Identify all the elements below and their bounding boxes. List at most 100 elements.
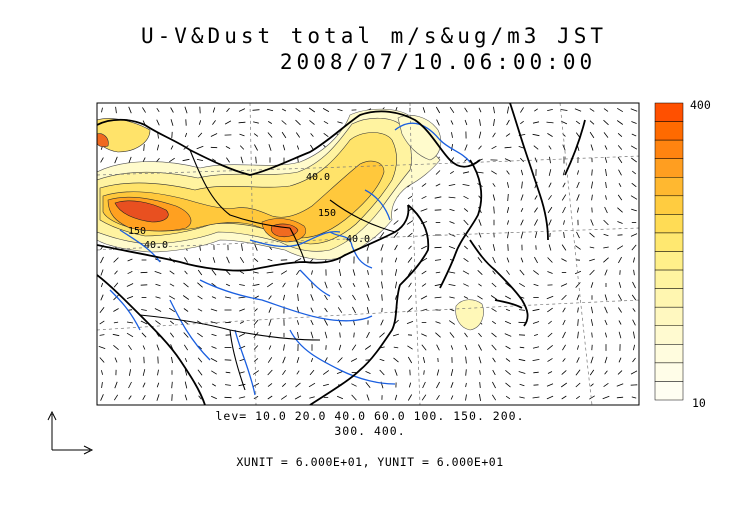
wind-vector xyxy=(267,258,273,262)
wind-vector xyxy=(226,256,230,264)
wind-vector xyxy=(493,119,495,126)
wind-vector xyxy=(184,106,188,114)
wind-vector xyxy=(238,345,246,350)
wind-vector xyxy=(478,232,482,238)
wind-vector xyxy=(239,308,245,312)
wind-vector xyxy=(574,270,582,275)
colorbar-swatch xyxy=(654,288,684,308)
wind-vector xyxy=(577,319,579,326)
wind-vector xyxy=(224,120,232,125)
wind-vector xyxy=(253,358,259,362)
wind-vector xyxy=(239,145,245,150)
wind-vector xyxy=(465,394,467,401)
wind-vector xyxy=(114,381,118,389)
wind-vector xyxy=(449,170,455,175)
wind-vector xyxy=(464,332,468,338)
wind-vector xyxy=(577,331,579,339)
wind-vector xyxy=(478,107,482,113)
wind-vector xyxy=(547,344,553,351)
wind-vector xyxy=(408,245,412,250)
wind-vector xyxy=(380,244,384,251)
wind-vector xyxy=(297,294,299,301)
wind-vector xyxy=(421,270,427,275)
wind-vector xyxy=(421,245,427,250)
wind-vector xyxy=(169,320,175,325)
wind-vector xyxy=(462,270,470,275)
wind-vector xyxy=(366,331,370,339)
wind-vector xyxy=(141,332,147,338)
wind-vector xyxy=(338,282,342,288)
wind-vector xyxy=(155,320,161,325)
wind-vector xyxy=(562,331,566,339)
wind-vector xyxy=(198,120,202,125)
wind-vector xyxy=(505,308,511,312)
wind-vector xyxy=(561,244,567,251)
wind-vector xyxy=(561,395,567,400)
wind-vector xyxy=(406,321,414,324)
wind-vector xyxy=(170,145,174,150)
wind-vector xyxy=(478,344,482,351)
wind-vector xyxy=(520,107,524,113)
wind-vector xyxy=(156,107,160,113)
wind-vector xyxy=(421,394,427,401)
wind-vector xyxy=(323,120,329,125)
wind-vector xyxy=(505,369,511,376)
wind-vector xyxy=(128,395,132,400)
wind-vector xyxy=(435,183,441,187)
wind-vector xyxy=(268,345,272,350)
wind-vector xyxy=(464,119,468,126)
wind-vector xyxy=(547,371,553,374)
wind-vector xyxy=(478,131,482,139)
wind-vector xyxy=(617,156,623,164)
wind-vector xyxy=(563,232,565,238)
wind-vector xyxy=(366,294,370,301)
wind-vector xyxy=(183,344,189,351)
wind-vector xyxy=(281,120,287,125)
wind-vector xyxy=(407,269,413,276)
wind-vector xyxy=(171,356,173,364)
wind-vector xyxy=(575,132,581,138)
wind-vector xyxy=(532,308,540,312)
wind-vector xyxy=(212,120,216,125)
wind-vector xyxy=(406,220,414,225)
wind-vector xyxy=(616,120,624,125)
wind-vector xyxy=(338,269,342,276)
wind-vector xyxy=(478,219,482,226)
wind-vector xyxy=(465,382,467,388)
wind-vector xyxy=(562,358,566,362)
wind-vector xyxy=(491,320,497,325)
wind-vector xyxy=(113,282,119,288)
wind-vector xyxy=(211,333,217,337)
wind-vector xyxy=(407,295,413,300)
wind-vector xyxy=(591,306,593,314)
wind-vector xyxy=(365,371,371,374)
colorbar-min-label: 10 xyxy=(692,396,706,410)
wind-vector xyxy=(520,257,524,263)
wind-vector xyxy=(183,282,189,288)
wind-vector xyxy=(211,383,217,387)
wind-vector xyxy=(476,171,484,174)
wind-vector xyxy=(576,231,580,239)
wind-vector xyxy=(533,334,539,336)
dust-shading xyxy=(97,108,484,331)
dust-peak-center xyxy=(270,223,299,238)
wind-vector xyxy=(407,232,413,238)
wind-vector xyxy=(252,370,260,375)
wind-vector xyxy=(506,270,510,275)
wind-vector xyxy=(336,371,344,374)
wind-vector xyxy=(504,333,512,337)
wind-vector xyxy=(98,346,106,349)
wind-vector xyxy=(491,344,497,351)
wind-vector xyxy=(296,320,300,325)
wind-vector xyxy=(576,357,580,363)
wind-vector xyxy=(631,182,637,188)
wind-vector xyxy=(451,144,453,151)
wind-vector xyxy=(548,195,552,200)
wind-vector xyxy=(577,345,579,350)
wind-vector xyxy=(253,133,259,137)
wind-vector xyxy=(129,369,131,376)
wind-vector xyxy=(520,231,524,239)
wind-vector xyxy=(268,295,272,300)
wind-vector xyxy=(493,106,495,114)
wind-vector xyxy=(504,146,512,149)
